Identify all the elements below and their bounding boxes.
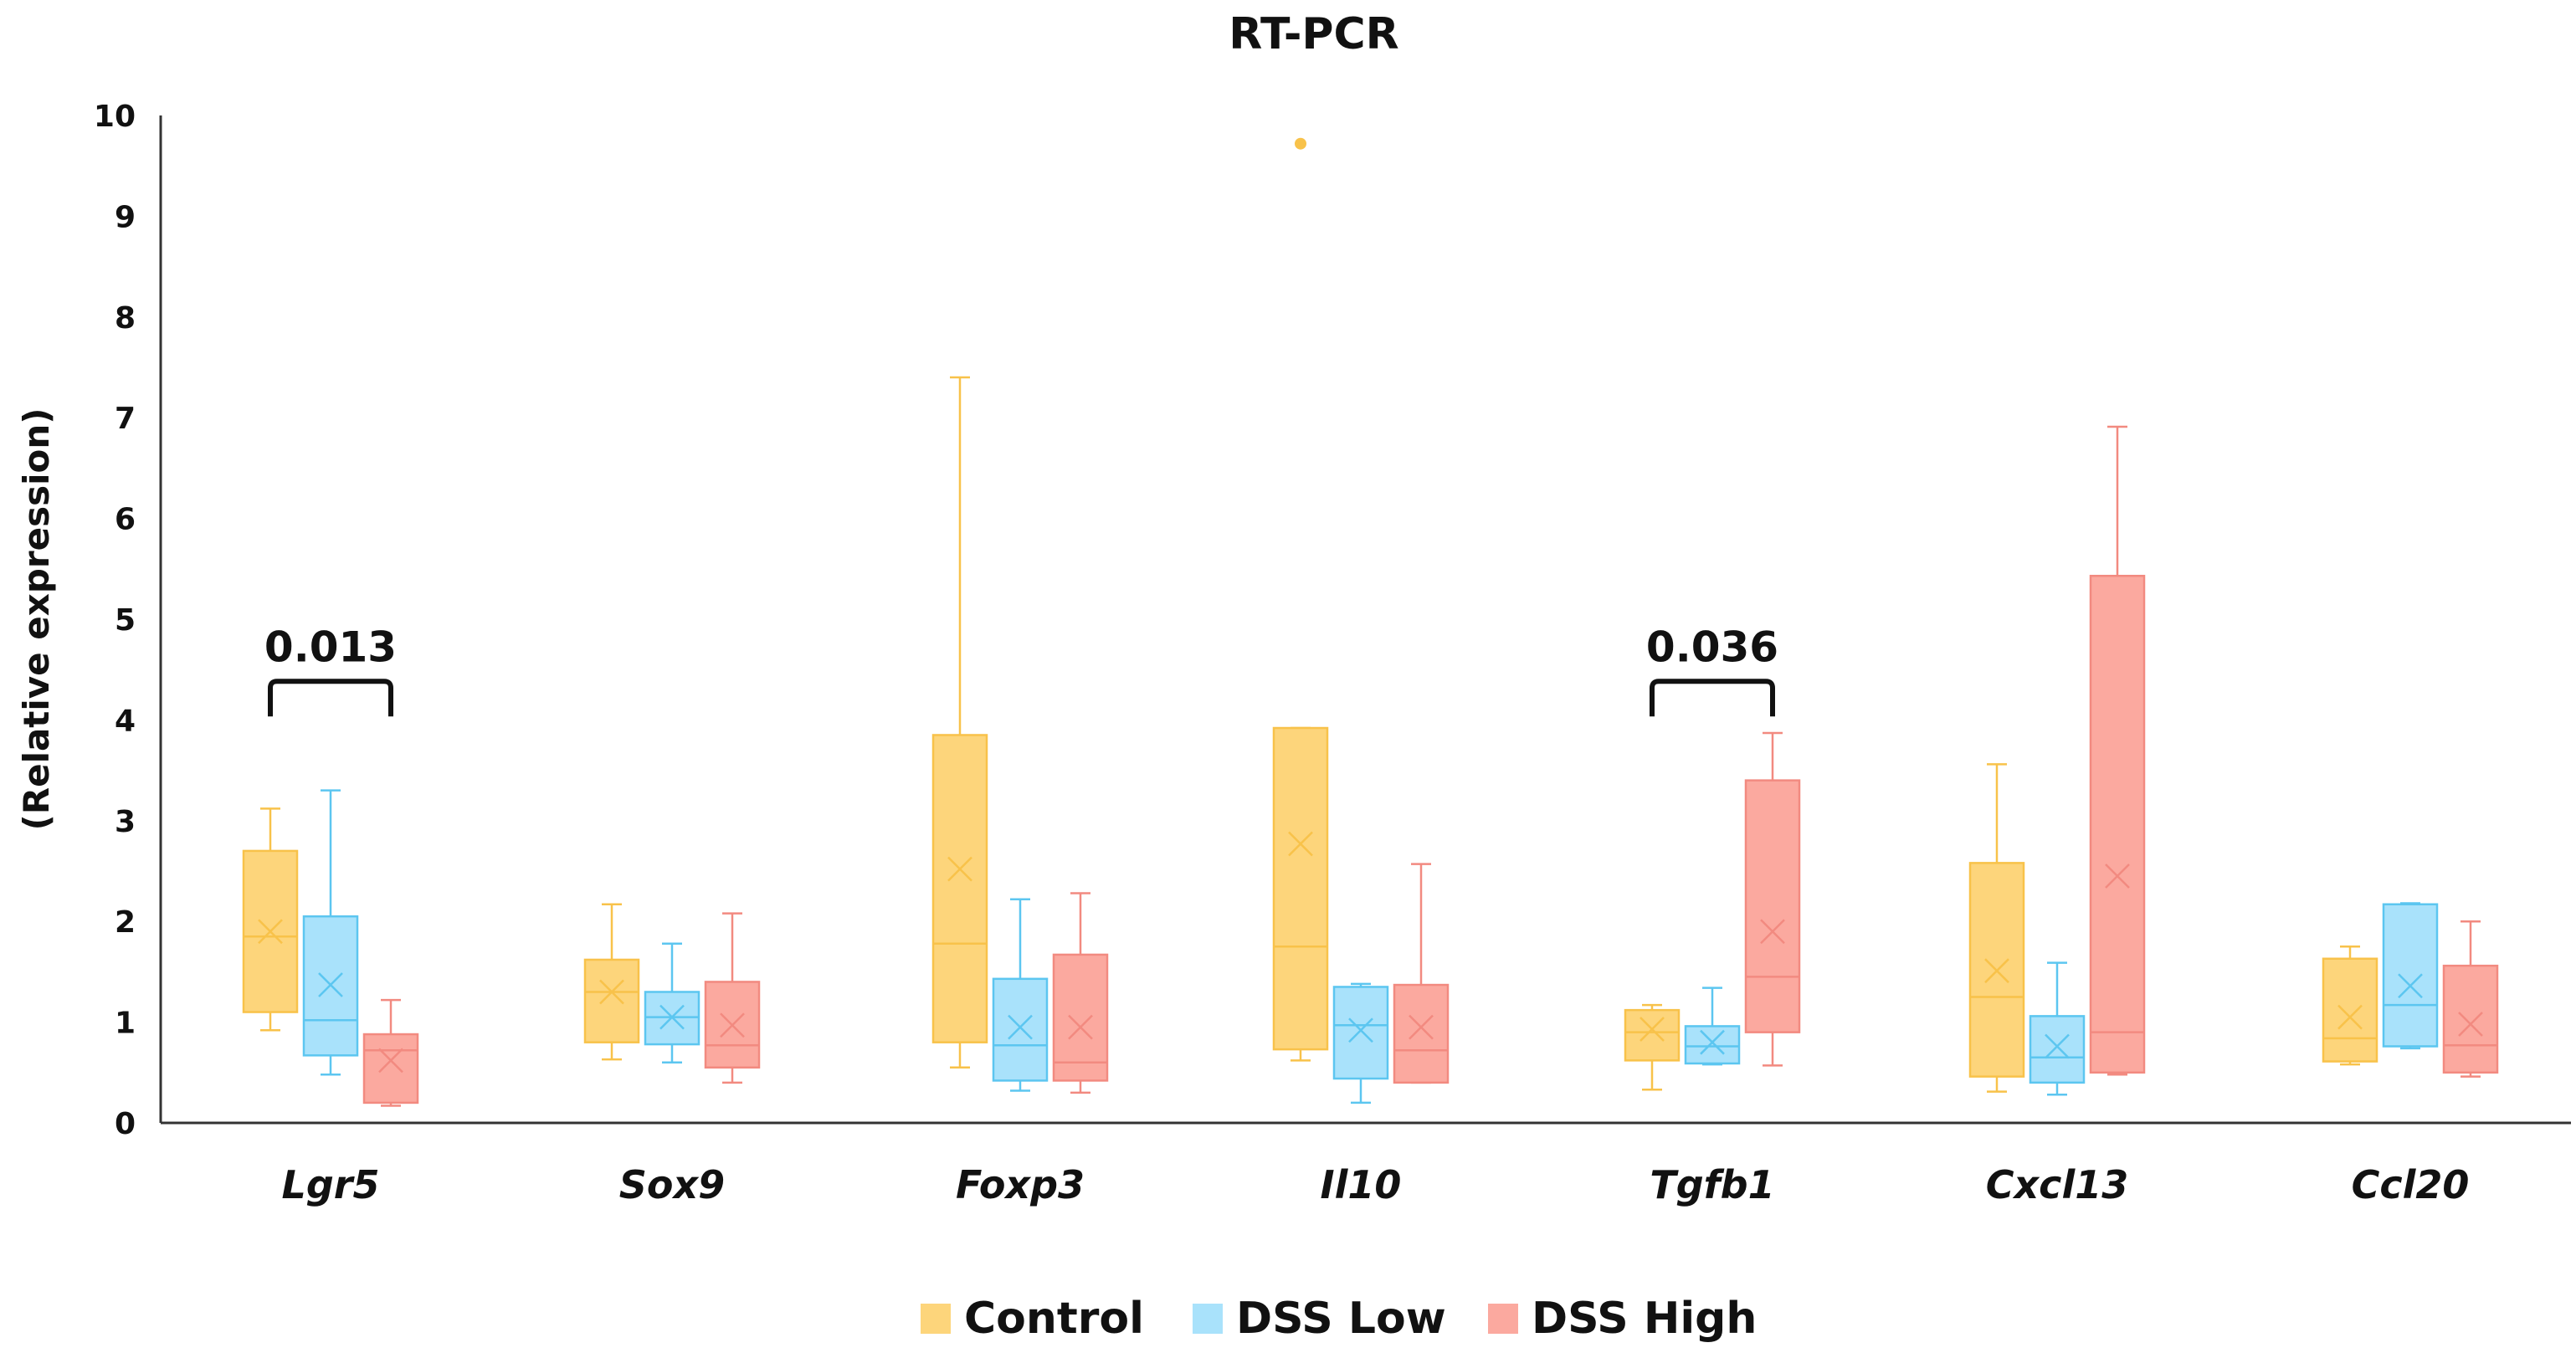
box [704,981,761,1069]
box-dss-high-il10 [1393,863,1450,1084]
box-dss-high-cxcl13 [2089,425,2146,1076]
legend-item-dss-low: DSS Low [1193,1294,1446,1344]
box [1393,983,1450,1084]
y-tick-label: 7 [115,402,136,436]
y-tick-label: 4 [115,704,136,738]
y-tick-label: 0 [115,1107,136,1141]
legend-item-control: Control [921,1294,1144,1344]
box-dss-high-sox9 [704,912,761,1084]
box-dss-low-tgfb1 [1684,987,1741,1066]
mean-marker [1068,1014,1093,1040]
box [2442,964,2499,1074]
y-tick-label: 6 [115,503,136,537]
mean-marker [2105,864,2130,889]
mean-marker [378,1048,403,1074]
mean-marker [2045,1033,2070,1059]
box-control-cxcl13 [1968,763,2025,1093]
box [1744,779,1801,1033]
box-control-lgr5 [242,807,299,1032]
box [1684,1025,1741,1065]
box-control-sox9 [583,903,640,1061]
y-tick-label: 5 [115,603,136,638]
box [931,734,988,1043]
box-dss-low-foxp3 [992,898,1049,1092]
box [2029,1015,2086,1084]
p-value-label: 0.036 [1646,623,1778,671]
legend-label: Control [964,1294,1144,1344]
box [1272,726,1329,1051]
y-tick-label: 3 [115,805,136,839]
box [992,977,1049,1082]
y-tick-label: 8 [115,301,136,336]
significance-bracket [268,679,393,717]
legend-swatch [1193,1304,1223,1334]
mean-marker [1700,1029,1725,1055]
mean-marker [1409,1014,1434,1040]
box [2089,574,2146,1074]
box-dss-low-ccl20 [2382,902,2439,1050]
box [2322,957,2378,1063]
mean-marker [258,919,283,945]
category-label: Foxp3 [956,1162,1085,1207]
mean-marker [659,1004,685,1030]
box-dss-high-lgr5 [362,998,419,1107]
box [583,958,640,1043]
box-dss-high-ccl20 [2442,920,2499,1078]
y-axis-label: (Relative expression) [16,408,57,831]
box-dss-low-cxcl13 [2029,961,2086,1096]
legend-label: DSS High [1532,1294,1757,1344]
box-dss-low-lgr5 [302,789,359,1076]
box-dss-low-sox9 [644,942,700,1064]
mean-marker [1760,919,1785,945]
mean-marker [318,972,343,997]
outlier-point [1295,137,1306,150]
box-dss-high-tgfb1 [1744,731,1801,1067]
y-tick-label: 1 [115,1007,136,1041]
legend-label: DSS Low [1236,1294,1446,1344]
p-value-label: 0.013 [264,623,397,671]
box-control-il10 [1272,137,1329,1062]
box [1052,953,1109,1082]
mean-marker [1008,1014,1033,1040]
box-dss-high-foxp3 [1052,892,1109,1094]
mean-marker [1640,1017,1665,1042]
category-label: Ccl20 [2352,1162,2470,1207]
significance-bracket [1650,679,1775,717]
box-control-tgfb1 [1624,1003,1681,1091]
y-tick-label: 9 [115,200,136,234]
category-label: Lgr5 [282,1162,380,1207]
category-label: Cxcl13 [1986,1162,2128,1207]
legend-swatch [1488,1304,1518,1334]
box [1624,1008,1681,1062]
mean-marker [2337,1004,2363,1030]
mean-marker [1984,958,2009,984]
mean-marker [1348,1017,1373,1043]
box-control-ccl20 [2322,946,2378,1066]
box [1332,986,1389,1080]
category-label: Il10 [1321,1162,1402,1207]
chart-title: RT-PCR [1229,9,1398,59]
mean-marker [2458,1012,2483,1037]
mean-marker [720,1012,745,1038]
category-label: Sox9 [619,1162,725,1207]
box [362,1033,419,1104]
legend-swatch [921,1304,951,1334]
box [242,849,299,1013]
mean-marker [1288,831,1313,857]
mean-marker [599,979,624,1005]
box-control-foxp3 [931,376,988,1069]
y-tick-label: 2 [115,905,136,940]
y-tick-label: 10 [94,100,136,134]
category-label: Tgfb1 [1650,1162,1774,1207]
legend-item-dss-high: DSS High [1488,1294,1757,1344]
mean-marker [2398,973,2423,999]
mean-marker [947,856,972,882]
box-dss-low-il10 [1332,982,1389,1104]
box [2382,903,2439,1048]
